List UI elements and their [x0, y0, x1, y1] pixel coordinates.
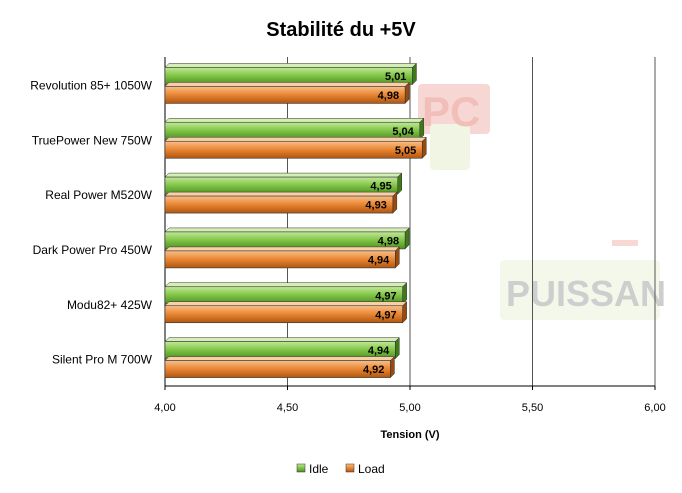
x-tick-label: 6,00: [644, 402, 665, 414]
watermark-dash: [612, 240, 638, 246]
bar-side-face: [402, 282, 407, 305]
bar-side-face: [395, 246, 400, 269]
bars: 5,01 4,98 5,04 5,05 4,95 4,93 4,98 4,94 4,97 4,97…: [164, 62, 427, 379]
data-label: 4,98: [378, 90, 399, 102]
bar-side-face: [419, 117, 425, 140]
category-label: Dark Power Pro 450W: [33, 243, 153, 257]
load-bar: [164, 305, 403, 324]
category-label: Real Power M520W: [45, 188, 152, 202]
bar-top-face: [164, 301, 408, 306]
load-bar: [164, 360, 391, 378]
bar-side-face: [404, 227, 410, 250]
chart-title: Stabilité du +5V: [266, 19, 416, 41]
data-label: 4,98: [378, 235, 399, 247]
bar-top-face: [164, 246, 400, 252]
x-axis-ticks: 4,00 4,50 5,00 5,50 6,00: [154, 386, 666, 414]
bar-side-face: [404, 81, 410, 105]
idle-bar: [164, 67, 413, 85]
category-label: Revolution 85+ 1050W: [30, 78, 152, 92]
watermark-block-small: [430, 124, 470, 170]
data-label: 4,93: [365, 200, 386, 212]
idle-bar: [164, 176, 399, 195]
bar-side-face: [395, 336, 400, 360]
category-labels: Revolution 85+ 1050W TruePower New 750W Re…: [30, 78, 152, 366]
load-bar: [164, 250, 396, 269]
bar-top-face: [164, 82, 410, 87]
data-label: 5,05: [395, 145, 416, 157]
data-label: 4,92: [363, 364, 384, 376]
bar-top-face: [164, 227, 410, 233]
legend-label-load: Load: [358, 462, 385, 476]
bar-side-face: [402, 301, 407, 324]
idle-bar: [164, 121, 421, 140]
bar-top-face: [164, 172, 403, 178]
data-label: 4,94: [368, 254, 390, 266]
bar-top-face: [164, 137, 427, 142]
bar-top-face: [164, 282, 408, 287]
x-tick-label: 4,50: [277, 402, 298, 414]
load-bar: [164, 195, 394, 214]
bar-side-face: [397, 172, 402, 195]
bar-top-face: [164, 356, 396, 361]
load-bar: [164, 86, 406, 104]
category-label: Silent Pro M 700W: [52, 353, 153, 367]
legend: Idle Load: [296, 462, 385, 476]
x-tick-label: 4,00: [154, 402, 175, 414]
bar-side-face: [392, 191, 398, 214]
data-label: 4,94: [368, 345, 390, 357]
x-tick-label: 5,00: [399, 402, 420, 414]
legend-swatch-idle: [296, 463, 306, 473]
data-label: 4,97: [375, 290, 396, 302]
data-label: 5,01: [385, 71, 406, 83]
watermark-pc-text: PC: [422, 88, 480, 135]
bar-side-face: [422, 136, 427, 159]
watermark: PC PUISSAN: [418, 84, 666, 320]
legend-swatch-load: [345, 463, 355, 473]
load-bar: [164, 140, 423, 159]
legend-label-idle: Idle: [309, 462, 329, 476]
bar-top-face: [164, 191, 398, 197]
grid: [164, 57, 656, 387]
data-label: 5,04: [392, 126, 414, 138]
bar-top-face: [164, 118, 425, 123]
watermark-puissance-text: PUISSAN: [506, 273, 666, 314]
idle-bar: [164, 231, 406, 250]
data-label: 4,95: [370, 181, 391, 193]
x-axis-label: Tension (V): [380, 429, 439, 441]
data-label: 4,97: [375, 309, 396, 321]
x-tick-label: 5,50: [522, 402, 543, 414]
category-label: TruePower New 750W: [32, 133, 153, 147]
bar-top-face: [164, 337, 400, 342]
category-label: Modu82+ 425W: [67, 298, 153, 312]
watermark-block-top: [418, 84, 490, 134]
bar-top-face: [164, 63, 418, 68]
watermark-block-bottom: [500, 260, 660, 320]
bar-side-face: [390, 355, 395, 379]
bar-side-face: [412, 62, 417, 86]
idle-bar: [164, 286, 403, 305]
idle-bar: [164, 341, 396, 359]
